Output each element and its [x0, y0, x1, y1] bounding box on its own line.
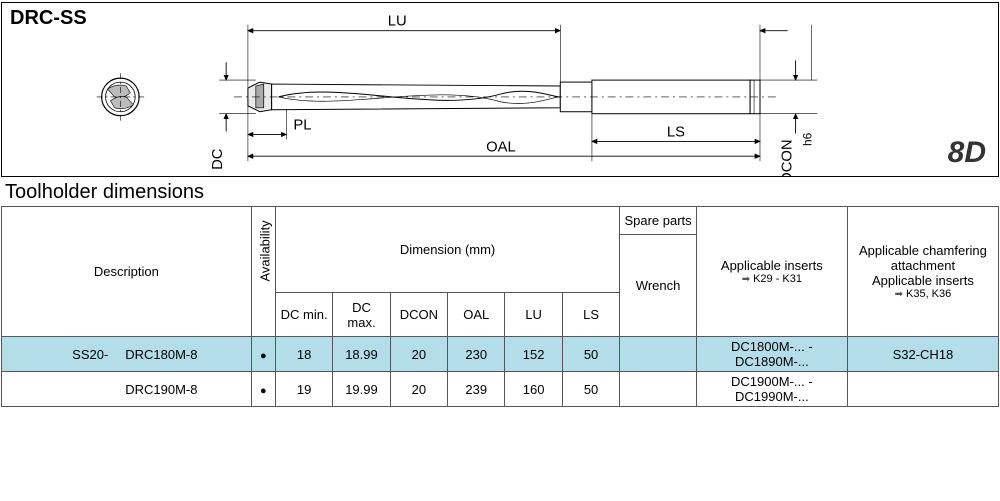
- cell-dim: 19.99: [333, 372, 390, 407]
- hdr-chamfering: Applicable chamfering attachment Applica…: [847, 207, 998, 337]
- cell-dim: 50: [562, 337, 619, 372]
- cell-dim: 19: [275, 372, 332, 407]
- cell-availability: [251, 337, 275, 372]
- cell-dim: 20: [390, 337, 447, 372]
- cell-availability: [251, 372, 275, 407]
- hdr-dimension-group: Dimension (mm): [275, 207, 619, 293]
- cell-dim: 160: [505, 372, 562, 407]
- label-dcon: DCON: [780, 139, 796, 176]
- cell-chamfer: S32-CH18: [847, 337, 998, 372]
- hdr-applicable-inserts: Applicable inserts K29 - K31: [696, 207, 847, 337]
- hdr-wrench: Wrench: [620, 235, 697, 337]
- dimensions-table: Description Availability Dimension (mm) …: [1, 206, 999, 407]
- cell-dim: 50: [562, 372, 619, 407]
- hdr-oal: OAL: [448, 293, 505, 337]
- cell-inserts: DC1800M-... - DC1890M-...: [696, 337, 847, 372]
- label-h6: h6: [800, 132, 814, 146]
- label-ls: LS: [667, 124, 685, 140]
- hdr-lu: LU: [505, 293, 562, 337]
- label-pl: PL: [293, 118, 311, 134]
- table-row: DRC190M-8 1919.992023916050 DC1900M-... - …: [2, 372, 999, 407]
- hdr-dc-max: DC max.: [333, 293, 390, 337]
- cell-dim: 239: [448, 372, 505, 407]
- diagram-svg: LU: [2, 3, 998, 176]
- section-title: Toolholder dimensions: [5, 181, 999, 204]
- cell-chamfer: [847, 372, 998, 407]
- cell-dim: 20: [390, 372, 447, 407]
- cell-inserts: DC1900M-... - DC1990M-...: [696, 372, 847, 407]
- hdr-ls: LS: [562, 293, 619, 337]
- technical-diagram: DRC-SS 8D: [1, 2, 999, 177]
- cell-dim: 230: [448, 337, 505, 372]
- label-dc: DC: [210, 148, 226, 170]
- hdr-spare-parts: Spare parts: [620, 207, 697, 235]
- table-row: SS20-DRC180M-8 1818.992023015250 DC1800M-.…: [2, 337, 999, 372]
- cell-description: SS20-DRC180M-8: [2, 337, 252, 372]
- hdr-availability: Availability: [251, 207, 275, 337]
- hdr-dcon: DCON: [390, 293, 447, 337]
- hdr-dc-min: DC min.: [275, 293, 332, 337]
- cell-description: DRC190M-8: [2, 372, 252, 407]
- label-lu: LU: [388, 14, 407, 30]
- label-oal: OAL: [486, 139, 516, 155]
- cell-dim: 18: [275, 337, 332, 372]
- cell-dim: 18.99: [333, 337, 390, 372]
- cell-wrench: [620, 337, 697, 372]
- cell-dim: 152: [505, 337, 562, 372]
- cell-wrench: [620, 372, 697, 407]
- hdr-description: Description: [2, 207, 252, 337]
